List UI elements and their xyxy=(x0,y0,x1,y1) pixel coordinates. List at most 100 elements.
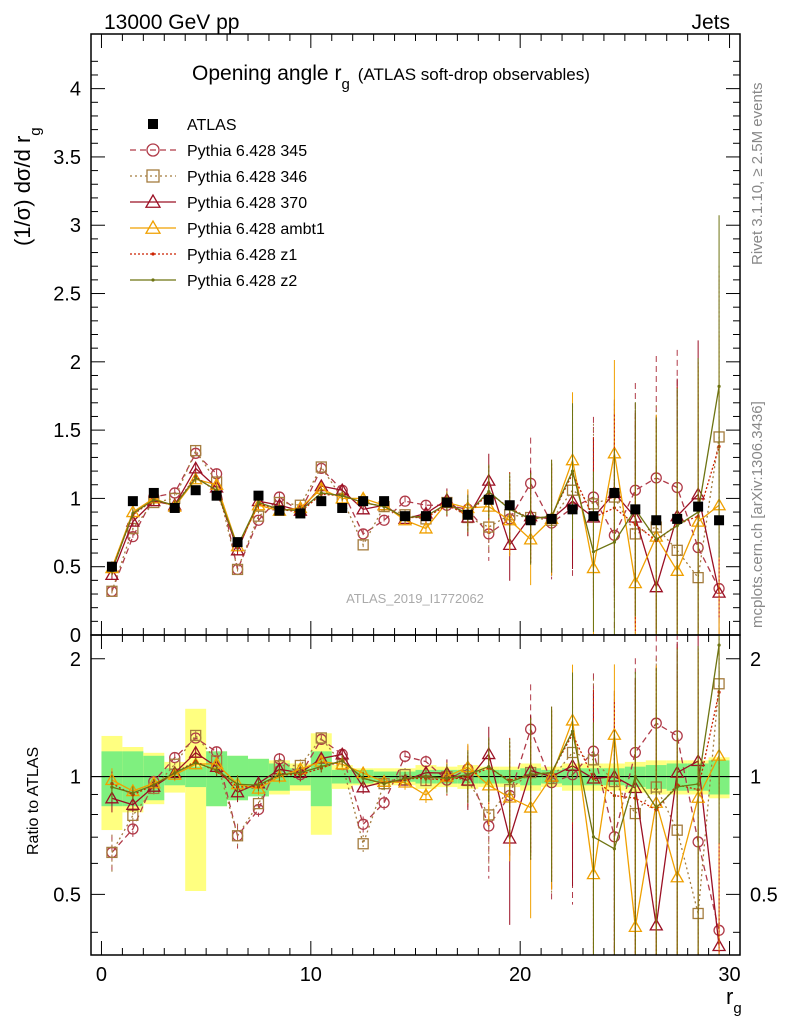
series-line xyxy=(111,692,720,811)
x-tick-label: 30 xyxy=(718,964,740,986)
series-line xyxy=(111,467,720,593)
data-point xyxy=(148,487,159,498)
marker-circle xyxy=(378,514,390,526)
data-point xyxy=(462,509,473,520)
data-point xyxy=(672,513,683,524)
data-point xyxy=(106,561,117,572)
legend-label: Pythia 6.428 346 xyxy=(187,169,307,186)
marker-dot xyxy=(654,537,658,541)
marker-triangle xyxy=(230,784,245,798)
data-point xyxy=(588,511,599,522)
legend-label: Pythia 6.428 z1 xyxy=(187,247,297,264)
marker-square xyxy=(315,461,327,473)
marker-square xyxy=(357,838,369,850)
marker-triangle xyxy=(104,790,120,804)
marker-square xyxy=(106,585,118,597)
marker-square xyxy=(146,169,160,183)
marker-circle xyxy=(127,823,139,835)
marker-square xyxy=(231,563,244,576)
marker-square xyxy=(190,444,202,457)
y-tick-label: 4 xyxy=(70,79,81,101)
marker-dot xyxy=(151,252,155,256)
ratio-y-tick-label: 1 xyxy=(750,767,761,789)
marker-square xyxy=(252,797,265,810)
series-line xyxy=(111,645,720,850)
data-point xyxy=(714,515,725,526)
marker-dot xyxy=(717,384,721,389)
ratio-y-tick-label: 2 xyxy=(750,649,761,671)
legend-entry: Pythia 6.428 370 xyxy=(130,193,307,212)
marker-circle xyxy=(146,143,160,157)
y-tick-label: 1.5 xyxy=(53,420,81,442)
marker-dot xyxy=(382,782,386,786)
y-tick-label: 1 xyxy=(70,488,81,510)
legend-entry: ATLAS xyxy=(148,117,237,134)
marker-circle xyxy=(357,818,369,830)
ratio-y-tick-label: 2 xyxy=(70,649,81,671)
data-point xyxy=(253,490,264,501)
mcplots-note: mcplots.cern.ch [arXiv:1306.3436] xyxy=(749,401,766,628)
marker-square xyxy=(190,729,202,742)
ratio-y-axis-label: Ratio to ATLAS xyxy=(25,747,42,855)
main-panel: 0 0.5 1 1.5 2 2.5 3 3.5 4 xyxy=(53,33,741,647)
marker-dot xyxy=(319,491,323,495)
ratio-panel: 0 10 20 30 0.5 0.5 1 1 2 2 xyxy=(53,634,778,986)
data-point xyxy=(232,537,243,548)
series-ratio xyxy=(110,635,721,955)
marker-dot xyxy=(570,729,575,734)
marker-dot xyxy=(675,524,679,528)
y-tick-label: 0 xyxy=(70,625,81,647)
marker-square xyxy=(106,846,118,859)
marker-dot xyxy=(717,643,721,647)
marker-triangle xyxy=(397,775,413,788)
series-main xyxy=(110,215,721,635)
series-line xyxy=(111,386,720,572)
legend-entry: Pythia 6.428 346 xyxy=(130,169,307,186)
data-point xyxy=(379,496,390,507)
marker-dot xyxy=(403,776,407,781)
rivet-note: Rivet 3.1.10, ≥ 2.5M events xyxy=(749,83,766,266)
legend-label: Pythia 6.428 345 xyxy=(187,143,307,160)
legend-entry: Pythia 6.428 z1 xyxy=(130,247,297,264)
marker-triangle xyxy=(144,193,162,208)
marker-dot xyxy=(696,782,700,786)
marker-triangle xyxy=(251,497,266,511)
legend-entry: Pythia 6.428 345 xyxy=(130,143,307,160)
marker-dot xyxy=(466,773,470,777)
data-point xyxy=(609,487,620,498)
marker-dot xyxy=(152,783,156,787)
marker-triangle xyxy=(356,502,371,515)
marker-circle xyxy=(252,803,265,816)
data-point xyxy=(693,501,704,512)
data-point xyxy=(567,504,578,515)
marker-dot xyxy=(152,498,156,502)
marker-circle xyxy=(357,528,369,540)
marker-dot xyxy=(424,774,428,779)
marker-dot xyxy=(340,494,344,498)
x-tick-label: 20 xyxy=(509,964,531,986)
marker-dot xyxy=(549,771,554,775)
y-tick-label: 0.5 xyxy=(53,557,81,579)
marker-dot xyxy=(131,791,135,795)
marker-dot xyxy=(612,847,616,851)
ratio-y-tick-label: 0.5 xyxy=(53,884,81,906)
series-main xyxy=(104,334,727,635)
marker-dot xyxy=(131,511,135,516)
marker-square xyxy=(315,732,327,744)
legend-entry: Pythia 6.428 z2 xyxy=(130,273,297,290)
marker-dot xyxy=(298,771,302,775)
legend-marker xyxy=(148,119,158,129)
legend-label: ATLAS xyxy=(187,117,237,134)
y-tick-label: 3 xyxy=(70,215,81,237)
marker-circle xyxy=(127,531,139,543)
marker-dot xyxy=(508,780,512,784)
marker-dot xyxy=(215,768,219,772)
y-axis-label: (1/σ) dσ/d rg xyxy=(10,127,44,246)
marker-dot xyxy=(361,776,365,780)
marker-dot xyxy=(570,469,575,473)
marker-dot xyxy=(277,773,282,777)
marker-dot xyxy=(591,835,596,839)
y-tick-label: 2.5 xyxy=(53,284,81,306)
marker-triangle xyxy=(144,219,162,234)
data-point xyxy=(420,511,431,522)
